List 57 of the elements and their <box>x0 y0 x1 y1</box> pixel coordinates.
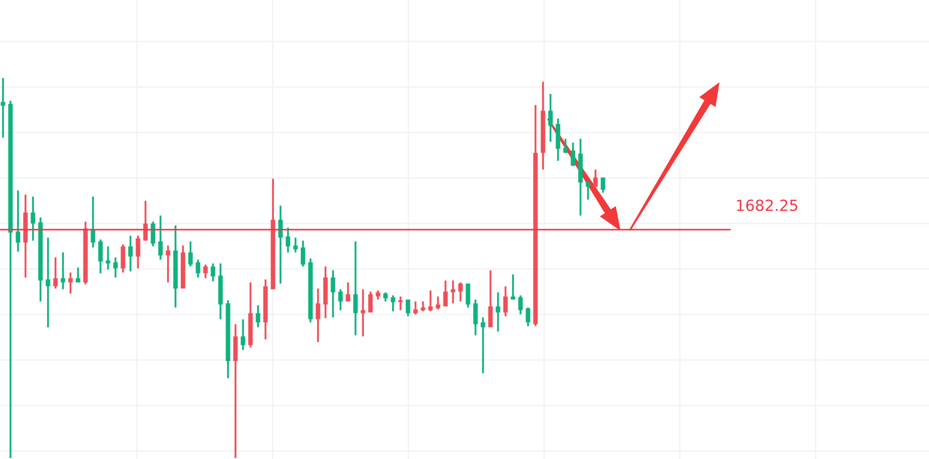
candlestick <box>570 142 576 167</box>
candlestick <box>563 138 568 154</box>
candlestick <box>128 234 133 272</box>
candlestick <box>383 291 388 302</box>
candlestick <box>390 294 396 312</box>
candlestick <box>503 285 508 318</box>
candlestick <box>150 220 156 248</box>
candlestick <box>353 240 358 336</box>
candlestick <box>90 196 96 248</box>
candlestick <box>256 304 260 328</box>
candlestick <box>600 176 606 194</box>
candlestick <box>158 214 163 261</box>
candlestick <box>436 296 440 310</box>
candlestick <box>46 236 50 328</box>
candlestick <box>166 244 170 284</box>
candlestick <box>286 226 290 254</box>
candlestick <box>30 196 36 242</box>
candlestick <box>593 168 598 188</box>
candlestick <box>496 291 500 332</box>
candlestick <box>188 240 193 268</box>
candlestick <box>76 266 80 284</box>
candlestick <box>316 288 320 344</box>
candlestick <box>428 290 433 312</box>
candlestick <box>586 180 590 201</box>
candlestick <box>53 256 58 290</box>
candlestick <box>293 236 298 254</box>
candlestick <box>203 264 208 280</box>
candlestick <box>120 244 126 274</box>
candlestick <box>106 245 110 270</box>
candlestick <box>368 290 373 314</box>
candlestick <box>346 282 350 302</box>
candlestick <box>518 294 523 316</box>
candlestick <box>406 298 410 318</box>
candlestick <box>526 306 530 328</box>
candlestick <box>338 288 343 312</box>
candlestick <box>143 200 148 242</box>
candlestick <box>510 274 516 300</box>
candlestick <box>0 77 6 139</box>
candlestick <box>360 288 366 338</box>
candlestick <box>210 262 216 282</box>
candlestick <box>113 256 118 278</box>
candlestick <box>443 280 448 308</box>
candlestick <box>68 272 73 294</box>
text: 1682.25 <box>737 199 798 212</box>
candlestick <box>466 282 470 308</box>
candlestick <box>136 234 140 270</box>
candlestick <box>330 269 336 318</box>
candlestick <box>300 240 306 268</box>
candlestick <box>60 252 66 290</box>
candlestick <box>480 316 486 374</box>
candlestick <box>548 93 553 143</box>
candlestick <box>473 298 478 336</box>
candlestick <box>278 204 283 284</box>
candlestick <box>16 190 20 253</box>
candlestick <box>196 258 200 278</box>
candlestick <box>98 238 103 274</box>
candlestick <box>240 318 246 351</box>
